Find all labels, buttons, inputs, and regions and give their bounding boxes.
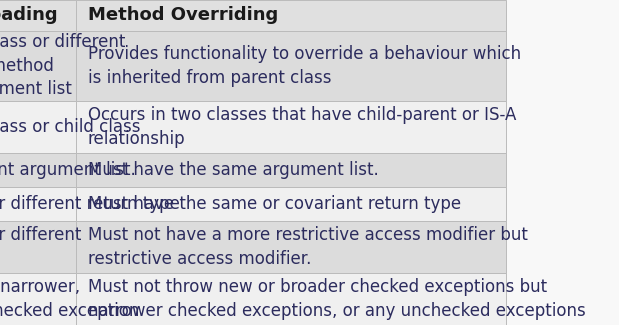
Bar — [76, 153, 506, 187]
Bar — [76, 221, 506, 273]
Text: Occurs in same class or child class: Occurs in same class or child class — [0, 118, 141, 136]
Bar — [76, 0, 506, 31]
Text: Occurs in two classes that have child-parent or IS-A
relationship: Occurs in two classes that have child-pa… — [87, 106, 516, 148]
Bar — [0, 0, 76, 31]
Bar — [0, 31, 76, 101]
Bar — [0, 221, 76, 273]
Bar — [0, 153, 76, 187]
Text: Must have the same or covariant return type: Must have the same or covariant return t… — [87, 195, 461, 213]
Text: Provides functionality to override a behaviour which
is inherited from parent cl: Provides functionality to override a beh… — [87, 45, 521, 87]
Text: Must not have a more restrictive access modifier but
restrictive access modifier: Must not have a more restrictive access … — [87, 226, 527, 268]
Text: Must have different argument list.: Must have different argument list. — [0, 161, 136, 179]
Text: Method Overloading: Method Overloading — [0, 6, 58, 24]
Bar — [0, 187, 76, 221]
Bar — [76, 31, 506, 101]
Bar — [76, 101, 506, 153]
Text: May have same or different return type: May have same or different return type — [0, 195, 180, 213]
Text: Must have the same argument list.: Must have the same argument list. — [87, 161, 378, 179]
Bar — [76, 187, 506, 221]
Text: May have same or different
access modifier: May have same or different access modifi… — [0, 226, 81, 268]
Bar — [76, 273, 506, 325]
Bar — [0, 101, 76, 153]
Text: Occurs in same class or different
class with same method
but different argument : Occurs in same class or different class … — [0, 33, 125, 98]
Text: Method Overriding: Method Overriding — [87, 6, 278, 24]
Bar — [0, 273, 76, 325]
Text: May throw same, narrower,
broader or new checked exception: May throw same, narrower, broader or new… — [0, 278, 139, 320]
Text: Must not throw new or broader checked exceptions but
narrower checked exceptions: Must not throw new or broader checked ex… — [87, 278, 586, 320]
